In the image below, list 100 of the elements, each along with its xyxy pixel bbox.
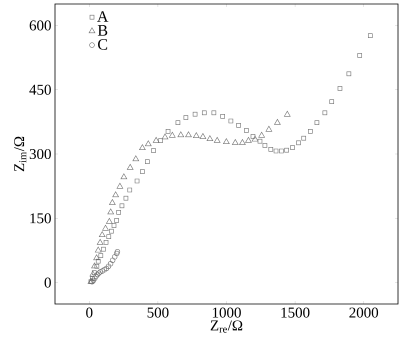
x-tick-label: 2000 <box>349 308 378 318</box>
point <box>106 264 112 269</box>
point <box>134 178 140 184</box>
point <box>274 148 278 154</box>
y-tick-label: 0 <box>44 278 51 288</box>
point <box>94 246 102 252</box>
point <box>90 270 96 276</box>
point <box>151 148 156 153</box>
point <box>91 262 98 268</box>
point <box>252 136 258 142</box>
point <box>236 122 241 128</box>
point <box>245 137 252 143</box>
point <box>114 218 119 223</box>
point <box>114 250 120 256</box>
point <box>106 218 113 224</box>
y-tick-label: 450 <box>29 84 51 95</box>
point <box>98 253 104 258</box>
point <box>108 261 114 266</box>
point <box>279 148 284 154</box>
legend-label: B <box>98 25 108 36</box>
point <box>338 86 342 91</box>
point <box>206 135 214 141</box>
point <box>308 128 313 134</box>
point <box>290 145 295 150</box>
point <box>250 134 256 139</box>
point <box>185 131 192 138</box>
y-tick-label: 150 <box>30 213 51 224</box>
point <box>110 258 116 263</box>
point <box>357 53 362 58</box>
point <box>176 120 180 126</box>
point <box>220 114 225 119</box>
point <box>93 254 100 260</box>
point <box>112 191 119 198</box>
point <box>124 196 128 200</box>
y-tick-label: 600 <box>30 20 51 30</box>
point <box>329 99 334 104</box>
point <box>322 110 328 116</box>
y-tick-label: 300 <box>30 148 51 160</box>
point <box>223 138 230 144</box>
point <box>90 276 95 282</box>
point <box>116 210 121 215</box>
point <box>152 137 160 143</box>
x-tick-label: 0 <box>86 308 92 318</box>
point <box>268 146 274 152</box>
point <box>214 137 220 143</box>
point <box>212 110 216 116</box>
point <box>262 143 268 148</box>
point <box>244 128 249 133</box>
point <box>169 132 176 138</box>
point <box>98 231 106 237</box>
point <box>101 246 106 252</box>
point <box>100 268 106 274</box>
point <box>120 204 124 208</box>
point <box>284 148 289 152</box>
y-axis-title: Z$_{im}$/Ω <box>14 136 26 172</box>
point <box>228 118 234 124</box>
x-axis-title: Z$_{re}$/Ω <box>210 320 242 333</box>
x-tick-label: 500 <box>148 308 169 318</box>
point <box>127 188 132 192</box>
point <box>202 110 207 116</box>
point <box>193 132 200 138</box>
point <box>114 249 120 254</box>
point <box>266 126 272 132</box>
point <box>200 133 206 139</box>
point <box>107 208 114 214</box>
point <box>258 138 262 144</box>
point <box>109 199 116 205</box>
point <box>120 173 128 180</box>
point <box>132 155 140 162</box>
point <box>106 234 112 240</box>
point <box>178 131 184 138</box>
x-tick-label: 1500 <box>281 308 310 318</box>
point <box>274 119 281 125</box>
point <box>116 182 124 189</box>
point <box>239 139 246 145</box>
point <box>145 159 150 164</box>
point <box>139 144 146 150</box>
point <box>368 33 373 38</box>
point <box>192 112 198 116</box>
point <box>92 270 97 276</box>
point <box>102 267 108 272</box>
point <box>301 136 306 140</box>
point <box>109 228 114 234</box>
point <box>104 240 108 245</box>
point <box>112 254 118 260</box>
point <box>184 115 188 120</box>
point <box>140 169 145 174</box>
point <box>258 132 265 138</box>
point <box>232 139 239 145</box>
point <box>94 264 100 269</box>
point <box>158 138 163 144</box>
legend-label: C <box>98 39 108 50</box>
point <box>346 72 352 76</box>
point <box>112 223 116 228</box>
point <box>102 224 109 231</box>
point <box>104 266 110 272</box>
point <box>296 140 301 146</box>
legend-label: A <box>97 11 108 22</box>
point <box>96 239 104 245</box>
x-tick-label: 1000 <box>212 308 241 318</box>
